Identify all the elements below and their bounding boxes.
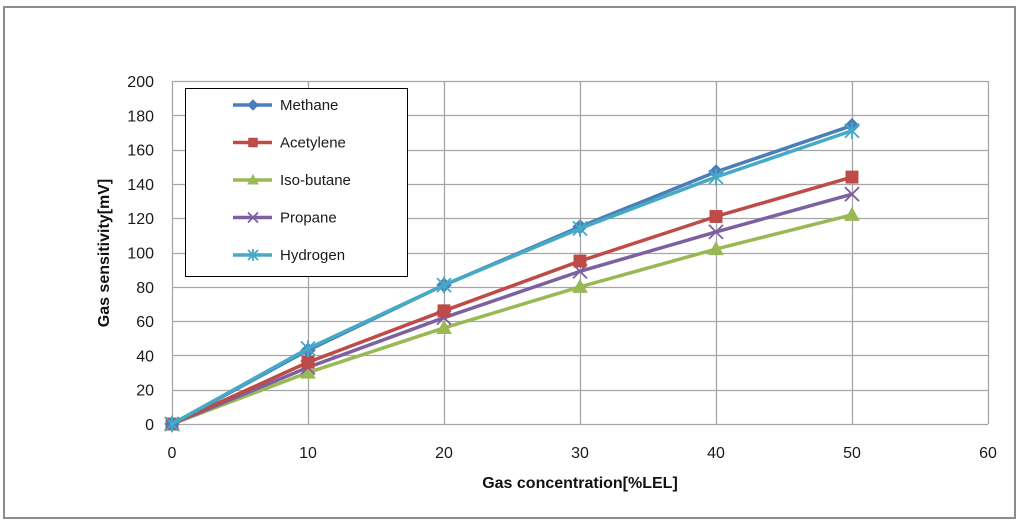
series-lines	[164, 117, 860, 433]
series-iso-butane	[164, 206, 860, 431]
legend-item: Acetylene	[233, 135, 346, 152]
x-axis-title: Gas concentration[%LEL]	[482, 475, 678, 492]
y-tick-label: 60	[136, 314, 154, 331]
series-line	[171, 192, 853, 426]
x-tick-label: 50	[843, 445, 861, 462]
legend-item: Hydrogen	[233, 247, 345, 264]
legend-label: Iso-butane	[280, 172, 351, 189]
y-tick-label: 160	[127, 143, 154, 160]
legend: Methane Acetylene Iso-butane Propane Hydroge…	[185, 88, 408, 277]
data-point-marker	[844, 186, 860, 202]
legend-marker-icon	[247, 211, 259, 224]
y-tick-label: 120	[127, 211, 154, 228]
legend-label: Methane	[280, 97, 338, 114]
legend-label: Acetylene	[280, 135, 346, 152]
data-point-marker	[572, 278, 588, 293]
y-tick-label: 140	[127, 177, 154, 194]
legend-item: Methane	[233, 97, 338, 114]
series-line	[171, 129, 853, 426]
y-tick-label: 0	[145, 417, 154, 434]
x-tick-label: 20	[435, 445, 453, 462]
data-point-marker	[845, 170, 859, 184]
data-point-marker	[709, 210, 723, 223]
data-point-marker	[300, 340, 316, 357]
data-point-marker	[708, 241, 724, 256]
data-point-marker	[436, 319, 452, 335]
data-point-marker	[573, 254, 587, 268]
x-tick-label: 0	[168, 445, 177, 462]
legend-marker-icon	[247, 249, 259, 261]
legend-box	[185, 88, 408, 277]
legend-item: Iso-butane	[233, 172, 351, 189]
y-tick-label: 80	[136, 280, 154, 297]
legend-label: Propane	[280, 210, 337, 227]
y-axis-title: Gas sensitivity[mV]	[96, 179, 113, 328]
legend-marker-icon	[247, 173, 259, 185]
data-point-marker	[844, 122, 860, 140]
data-point-marker	[708, 168, 724, 186]
legend-label: Hydrogen	[280, 247, 345, 264]
y-tick-label: 200	[127, 74, 154, 91]
chart-frame	[3, 6, 1016, 519]
x-tick-label: 60	[979, 445, 997, 462]
y-tick-label: 100	[127, 246, 154, 263]
y-tick-label: 180	[127, 108, 154, 125]
y-tick-label: 20	[136, 383, 154, 400]
data-point-marker	[164, 415, 180, 433]
data-point-marker	[301, 355, 315, 369]
legend-marker-icon	[247, 99, 259, 111]
series-line	[171, 213, 853, 426]
data-point-marker	[436, 276, 452, 294]
series-line	[171, 175, 853, 426]
data-point-marker	[844, 206, 860, 221]
legend-marker-icon	[248, 137, 258, 148]
series-hydrogen	[164, 122, 860, 433]
tick-labels: 0 20 40 60 80 100 120 140 160 180 200 0 10 20 30 40 50 60	[127, 74, 997, 462]
data-point-marker	[708, 224, 724, 240]
data-point-marker	[572, 220, 588, 237]
data-point-marker	[437, 304, 451, 318]
x-tick-label: 40	[707, 445, 725, 462]
x-tick-label: 30	[571, 445, 589, 462]
x-tick-label: 10	[299, 445, 317, 462]
y-tick-label: 40	[136, 348, 154, 365]
legend-item: Propane	[233, 210, 337, 227]
